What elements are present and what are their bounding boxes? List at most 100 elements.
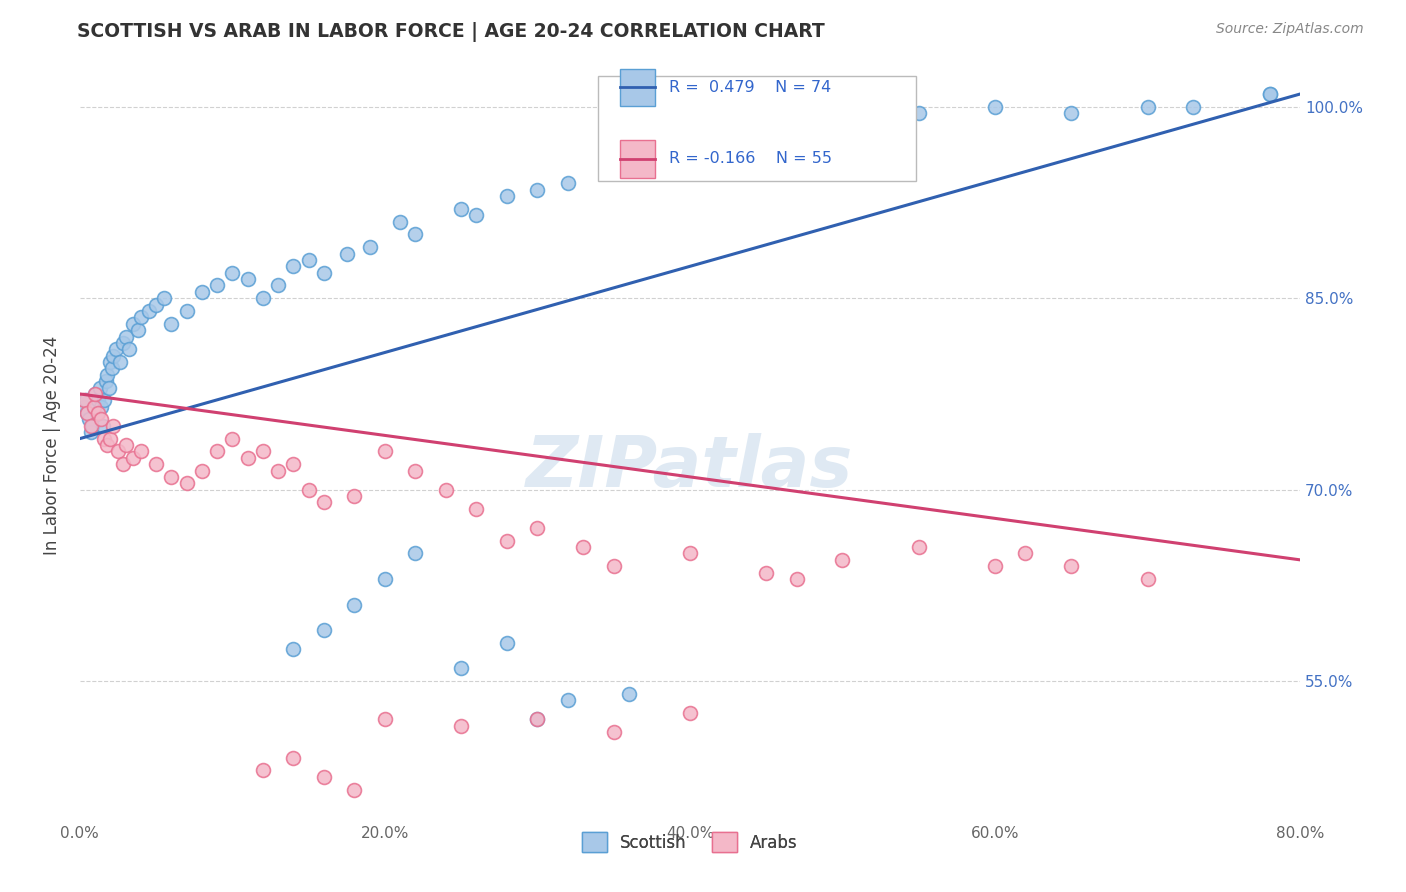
Text: ZIPatlas: ZIPatlas: [526, 434, 853, 502]
Point: [526, 521, 548, 535]
Point: [77, 412, 100, 426]
Point: [129, 444, 152, 458]
Point: [465, 208, 488, 222]
Point: [312, 495, 335, 509]
Point: [205, 444, 228, 458]
Point: [1136, 100, 1159, 114]
Point: [236, 272, 259, 286]
Point: [496, 533, 519, 548]
Point: [617, 687, 640, 701]
Point: [450, 719, 472, 733]
Point: [96, 368, 118, 382]
Point: [1060, 559, 1083, 574]
Point: [709, 138, 731, 153]
Point: [755, 125, 778, 139]
Point: [114, 438, 136, 452]
Point: [205, 278, 228, 293]
Point: [80, 418, 103, 433]
Bar: [620, 69, 655, 106]
FancyBboxPatch shape: [599, 76, 915, 181]
Point: [343, 782, 366, 797]
Point: [984, 100, 1007, 114]
Point: [283, 260, 305, 274]
Point: [76, 406, 98, 420]
Point: [114, 329, 136, 343]
Point: [343, 598, 366, 612]
Point: [160, 470, 183, 484]
Point: [557, 693, 579, 707]
Point: [786, 572, 808, 586]
Point: [93, 393, 115, 408]
Point: [404, 546, 426, 560]
Point: [111, 335, 134, 350]
Point: [145, 457, 167, 471]
Point: [176, 304, 198, 318]
Point: [336, 246, 359, 260]
Point: [100, 355, 122, 369]
Y-axis label: In Labor Force | Age 20-24: In Labor Force | Age 20-24: [44, 335, 60, 555]
Point: [221, 266, 243, 280]
Point: [129, 310, 152, 325]
Point: [374, 712, 396, 726]
Point: [755, 566, 778, 580]
Point: [138, 304, 160, 318]
Point: [679, 706, 702, 720]
Point: [152, 291, 174, 305]
Point: [343, 489, 366, 503]
Point: [602, 163, 624, 178]
Point: [87, 393, 110, 408]
Point: [89, 380, 111, 394]
Point: [679, 546, 702, 560]
Point: [118, 343, 141, 357]
Point: [1136, 572, 1159, 586]
Point: [283, 750, 305, 764]
Point: [526, 712, 548, 726]
Point: [1014, 546, 1036, 560]
Point: [108, 355, 131, 369]
Point: [111, 457, 134, 471]
Point: [557, 177, 579, 191]
Point: [496, 636, 519, 650]
Point: [97, 380, 120, 394]
Point: [602, 725, 624, 739]
Point: [75, 393, 97, 408]
Point: [176, 476, 198, 491]
Point: [434, 483, 457, 497]
Text: SCOTTISH VS ARAB IN LABOR FORCE | AGE 20-24 CORRELATION CHART: SCOTTISH VS ARAB IN LABOR FORCE | AGE 20…: [77, 22, 825, 42]
Point: [91, 418, 114, 433]
Point: [122, 317, 145, 331]
Point: [191, 285, 214, 299]
Point: [374, 444, 396, 458]
Point: [96, 438, 118, 452]
Point: [76, 406, 98, 420]
Point: [83, 400, 105, 414]
Point: [648, 151, 671, 165]
Point: [450, 661, 472, 675]
Point: [191, 463, 214, 477]
Point: [526, 183, 548, 197]
Point: [94, 374, 117, 388]
Point: [79, 425, 101, 440]
Point: [267, 278, 290, 293]
Point: [359, 240, 381, 254]
Point: [84, 387, 107, 401]
Point: [526, 712, 548, 726]
Point: [252, 291, 274, 305]
Point: [1258, 87, 1281, 101]
Point: [73, 393, 96, 408]
Point: [267, 463, 290, 477]
Point: [298, 252, 321, 267]
Point: [84, 387, 107, 401]
Point: [800, 119, 823, 133]
Point: [252, 444, 274, 458]
Point: [312, 623, 335, 637]
Point: [221, 432, 243, 446]
Point: [122, 450, 145, 465]
Point: [127, 323, 149, 337]
Point: [160, 317, 183, 331]
Point: [465, 501, 488, 516]
Legend: Scottish, Arabs: Scottish, Arabs: [575, 826, 804, 858]
Point: [846, 112, 869, 127]
Point: [404, 463, 426, 477]
Point: [101, 361, 124, 376]
